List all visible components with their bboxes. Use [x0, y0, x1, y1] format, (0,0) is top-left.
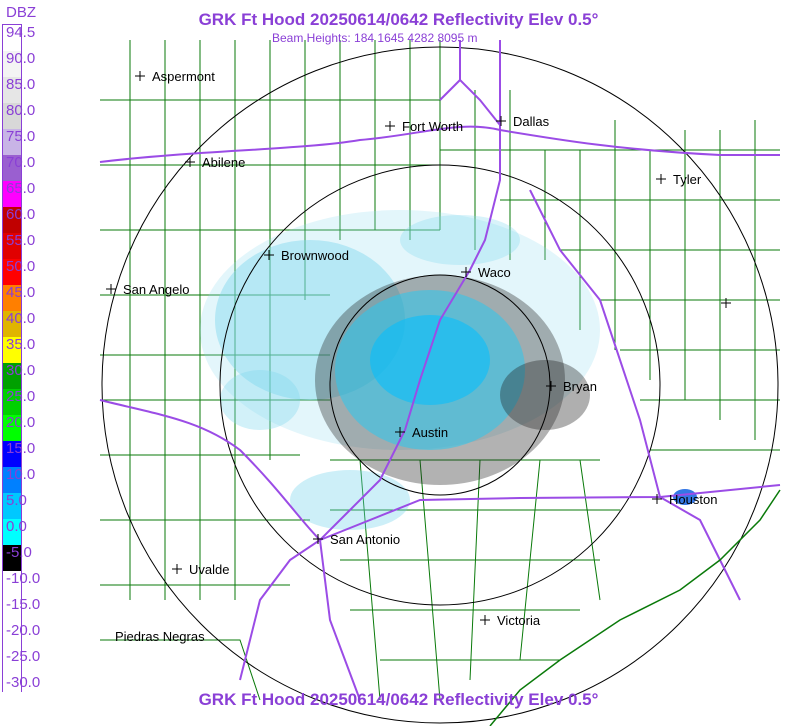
legend-label: -25.0	[6, 648, 41, 665]
city-brownwood: Brownwood	[264, 248, 349, 263]
city-label: Dallas	[513, 114, 550, 129]
legend-color-swatch	[3, 467, 21, 493]
legend-label: 50.0	[6, 258, 36, 275]
legend-label: 0.0	[6, 518, 27, 535]
city-label: Waco	[478, 265, 511, 280]
legend-label: -20.0	[6, 622, 41, 639]
legend-color-swatch	[3, 441, 21, 467]
legend-label: -10.0	[6, 570, 41, 587]
legend-color-swatch	[3, 129, 21, 155]
city-label: Aspermont	[152, 69, 215, 84]
legend-color-swatch	[3, 103, 21, 129]
city-marker-unlabeled	[721, 298, 731, 308]
legend-color-swatch	[3, 493, 21, 519]
city-label: San Antonio	[330, 532, 400, 547]
legend-color-swatch	[3, 519, 21, 545]
legend-label: 80.0	[6, 102, 36, 119]
city-aspermont: Aspermont	[135, 69, 215, 84]
legend-color-swatch	[3, 259, 21, 285]
city-fort-worth: Fort Worth	[385, 119, 463, 134]
city-uvalde: Uvalde	[172, 562, 229, 577]
map-title: GRK Ft Hood 20250614/0642 Reflectivity E…	[198, 10, 599, 29]
city-waco: Waco	[461, 265, 511, 280]
city-label: Houston	[669, 492, 717, 507]
city-label: Abilene	[202, 155, 245, 170]
city-label: Victoria	[497, 613, 541, 628]
legend-label: 25.0	[6, 388, 36, 405]
highways	[99, 40, 781, 701]
legend-title: DBZ	[6, 4, 36, 21]
legend-color-swatch	[3, 597, 21, 623]
legend-color-swatch	[3, 649, 21, 675]
legend-label: 20.0	[6, 414, 36, 431]
legend-color-swatch	[3, 571, 21, 597]
legend-color-swatch	[3, 77, 21, 103]
legend-label: 90.0	[6, 50, 36, 67]
legend-label: -30.0	[6, 674, 41, 691]
city-austin: Austin	[395, 425, 448, 440]
city-victoria: Victoria	[480, 613, 541, 628]
legend-label: 75.0	[6, 128, 36, 145]
legend-color-swatch	[3, 311, 21, 337]
legend-color-swatch	[3, 155, 21, 181]
city-abilene: Abilene	[185, 155, 245, 170]
city-label: Uvalde	[189, 562, 229, 577]
city-label: Fort Worth	[402, 119, 463, 134]
gulf-coastline	[489, 489, 781, 726]
legend-color-swatch	[3, 181, 21, 207]
legend-label: 35.0	[6, 336, 36, 353]
legend-color-swatch	[3, 285, 21, 311]
city-piedras-negras: Piedras Negras	[115, 629, 205, 644]
legend-color-swatch	[3, 545, 21, 571]
city-label: Brownwood	[281, 248, 349, 263]
county-boundaries	[100, 40, 780, 701]
legend-label: 70.0	[6, 154, 36, 171]
legend-label: -5.0	[6, 544, 32, 561]
legend-color-swatch	[3, 207, 21, 233]
legend-label: 30.0	[6, 362, 36, 379]
city-label: Austin	[412, 425, 448, 440]
legend-label: -15.0	[6, 596, 41, 613]
city-san-angelo: San Angelo	[106, 282, 190, 297]
legend-color-swatch	[3, 363, 21, 389]
legend-color-swatch	[3, 337, 21, 363]
legend-label: 55.0	[6, 232, 36, 249]
legend-color-swatch	[3, 389, 21, 415]
map-subtitle: Beam Heights: 184 1645 4282 8095 m	[272, 31, 478, 45]
map-footer-title: GRK Ft Hood 20250614/0642 Reflectivity E…	[198, 690, 599, 709]
city-markers: Aspermont Fort Worth Dallas Abilene Tyler Bro…	[106, 69, 717, 644]
legend-color-bar	[2, 24, 22, 701]
legend-color-swatch	[3, 233, 21, 259]
legend-label: 40.0	[6, 310, 36, 327]
city-label: Bryan	[563, 379, 597, 394]
city-dallas: Dallas	[496, 114, 550, 129]
legend-color-swatch	[3, 25, 21, 51]
legend-color-swatch	[3, 415, 21, 441]
city-label: Piedras Negras	[115, 629, 205, 644]
legend-label: 85.0	[6, 76, 36, 93]
city-bryan: Bryan	[546, 379, 597, 394]
legend-color-swatch	[3, 675, 21, 701]
city-houston: Houston	[652, 492, 717, 507]
legend-label: 45.0	[6, 284, 36, 301]
legend-color-swatch	[3, 51, 21, 77]
legend-label: 15.0	[6, 440, 36, 457]
legend-label: 94.5	[6, 24, 36, 41]
legend-color-swatch	[3, 623, 21, 649]
city-label: Tyler	[673, 172, 702, 187]
city-label: San Angelo	[123, 282, 190, 297]
reflectivity-echoes	[200, 210, 697, 530]
city-tyler: Tyler	[656, 172, 702, 187]
legend-label: 60.0	[6, 206, 36, 223]
city-san-antonio: San Antonio	[313, 532, 400, 547]
legend-label: 5.0	[6, 492, 27, 509]
range-rings	[101, 46, 779, 724]
legend-label: 10.0	[6, 466, 36, 483]
legend-label: 65.0	[6, 180, 36, 197]
